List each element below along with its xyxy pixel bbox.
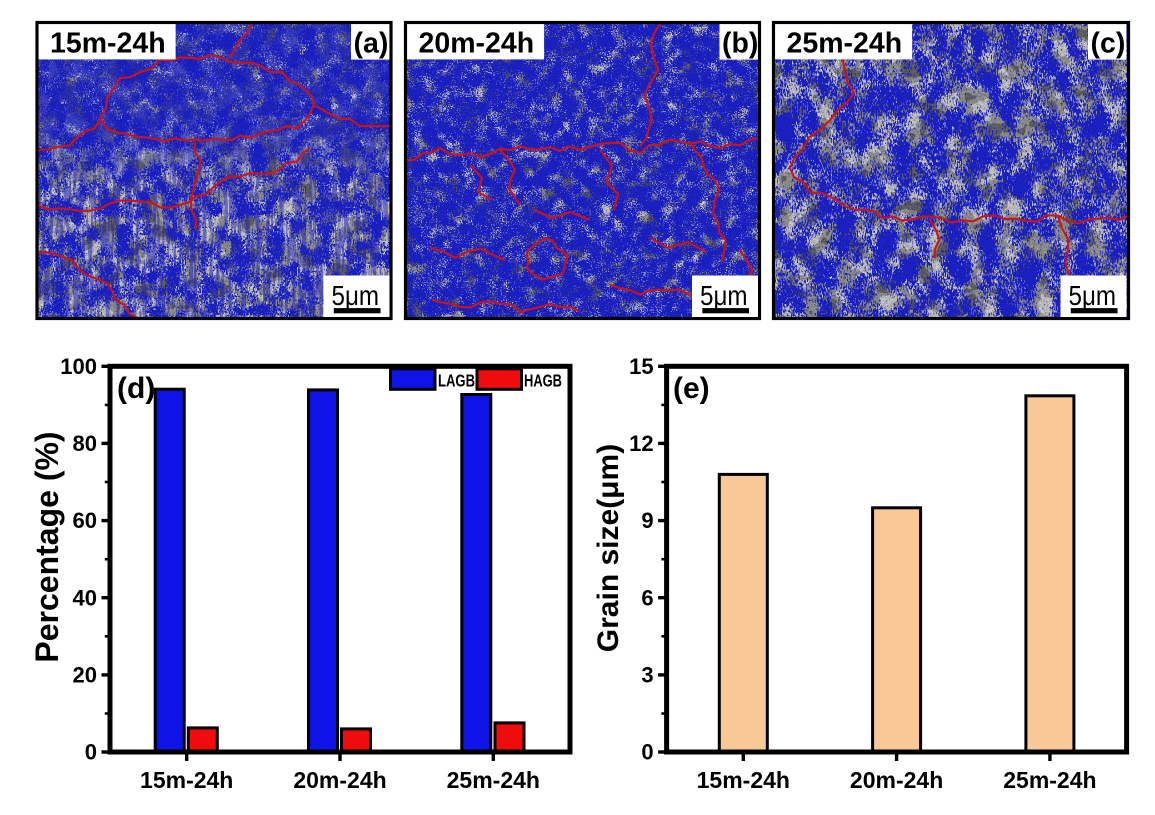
svg-text:60: 60 <box>73 508 97 533</box>
svg-text:0: 0 <box>85 740 97 765</box>
svg-text:5μm: 5μm <box>1069 280 1117 311</box>
svg-text:80: 80 <box>73 431 97 456</box>
svg-text:3: 3 <box>641 663 653 688</box>
svg-text:(d): (d) <box>117 372 155 405</box>
svg-text:25m-24h: 25m-24h <box>787 27 903 59</box>
svg-text:(b): (b) <box>722 27 758 59</box>
svg-text:25m-24h: 25m-24h <box>1003 767 1096 793</box>
svg-text:6: 6 <box>641 585 653 610</box>
svg-text:20m-24h: 20m-24h <box>419 27 535 59</box>
svg-text:15m-24h: 15m-24h <box>140 767 233 793</box>
svg-text:Percentage (%): Percentage (%) <box>29 431 65 662</box>
svg-text:25m-24h: 25m-24h <box>447 767 540 793</box>
svg-text:9: 9 <box>641 508 653 533</box>
svg-text:0: 0 <box>641 740 653 765</box>
svg-text:20m-24h: 20m-24h <box>293 767 386 793</box>
svg-text:15: 15 <box>629 354 653 379</box>
svg-text:(e): (e) <box>673 372 710 405</box>
svg-text:Grain size(μm): Grain size(μm) <box>592 444 625 652</box>
svg-text:20m-24h: 20m-24h <box>850 767 943 793</box>
svg-text:12: 12 <box>629 431 653 456</box>
svg-text:15m-24h: 15m-24h <box>697 767 790 793</box>
svg-text:100: 100 <box>60 354 97 379</box>
svg-text:5μm: 5μm <box>700 280 748 311</box>
svg-text:20: 20 <box>73 663 97 688</box>
svg-text:LAGB: LAGB <box>438 371 475 391</box>
svg-text:(c): (c) <box>1091 27 1126 59</box>
svg-text:(a): (a) <box>354 27 389 59</box>
svg-text:40: 40 <box>73 585 97 610</box>
svg-text:15m-24h: 15m-24h <box>50 27 166 59</box>
svg-text:HAGB: HAGB <box>524 371 562 391</box>
svg-text:5μm: 5μm <box>332 280 380 311</box>
